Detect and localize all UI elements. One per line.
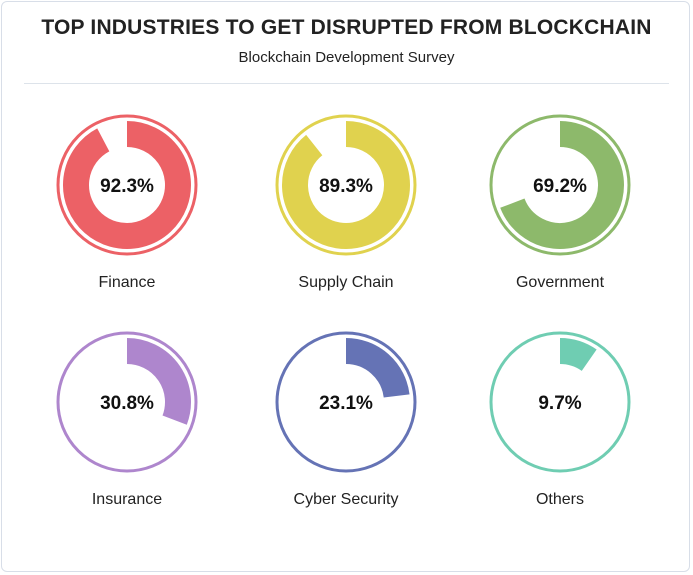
radial-chart-cyber-security: 23.1% Cyber Security: [275, 331, 417, 508]
ring-cyber-security: [275, 331, 417, 473]
value-label-finance: 92.3%: [100, 176, 154, 197]
ring-government: [489, 114, 631, 256]
value-label-others: 9.7%: [538, 393, 581, 414]
arc-government: [500, 121, 624, 249]
chart-subtitle: Blockchain Development Survey: [238, 49, 455, 66]
category-label-supply-chain: Supply Chain: [298, 274, 393, 291]
category-label-cyber-security: Cyber Security: [294, 491, 399, 508]
radial-chart-insurance: 30.8% Insurance: [56, 331, 198, 508]
radial-chart-finance: 92.3% Finance: [56, 114, 198, 291]
value-label-supply-chain: 89.3%: [319, 176, 373, 197]
radial-chart-government: 69.2% Government: [489, 114, 631, 291]
arc-others: [559, 338, 597, 372]
radial-chart-others: 9.7% Others: [489, 331, 631, 508]
title-divider: [24, 83, 669, 84]
arc-finance: [63, 121, 191, 249]
category-label-insurance: Insurance: [92, 491, 162, 508]
arc-supply-chain: [282, 121, 410, 249]
value-label-cyber-security: 23.1%: [319, 393, 373, 414]
category-label-government: Government: [516, 274, 605, 291]
category-label-finance: Finance: [99, 274, 156, 291]
ring-finance: [56, 114, 198, 256]
ring-supply-chain: [275, 114, 417, 256]
ring-others: [489, 331, 631, 473]
arc-cyber-security: [345, 338, 410, 399]
radial-chart-supply-chain: 89.3% Supply Chain: [275, 114, 417, 291]
arc-insurance: [126, 338, 191, 425]
value-label-insurance: 30.8%: [100, 393, 154, 414]
value-label-government: 69.2%: [533, 176, 587, 197]
category-label-others: Others: [536, 491, 584, 508]
ring-insurance: [56, 331, 198, 473]
chart-title: TOP INDUSTRIES TO GET DISRUPTED FROM BLO…: [41, 16, 652, 39]
